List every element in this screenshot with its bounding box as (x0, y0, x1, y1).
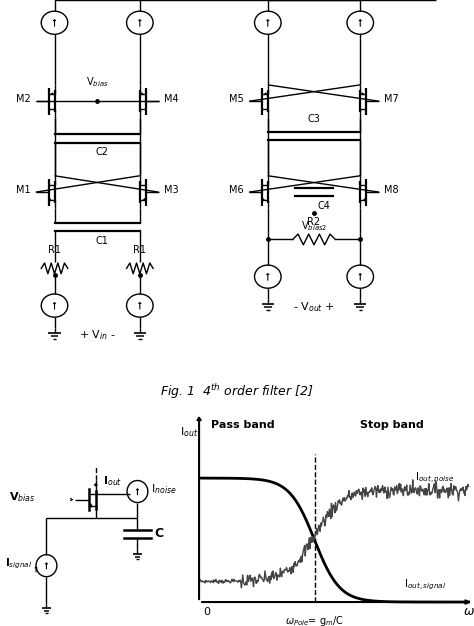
Text: V$_{bias}$: V$_{bias}$ (86, 76, 109, 90)
Text: $\omega$: $\omega$ (463, 605, 474, 618)
Text: R1: R1 (48, 245, 61, 255)
Text: 0: 0 (203, 607, 210, 617)
Text: $\omega_{Pole}$= g$_m$/C: $\omega_{Pole}$= g$_m$/C (285, 615, 344, 626)
Text: Fig. 1  4$^{th}$ order filter [2]: Fig. 1 4$^{th}$ order filter [2] (160, 382, 314, 401)
Text: R2: R2 (308, 217, 320, 227)
Text: C1: C1 (95, 235, 109, 245)
Text: C: C (155, 527, 164, 540)
Text: Pass band: Pass band (211, 420, 275, 430)
Text: - V$_{out}$ +: - V$_{out}$ + (293, 300, 335, 314)
Text: M8: M8 (384, 185, 399, 195)
Text: M7: M7 (384, 94, 399, 104)
Text: M5: M5 (229, 94, 244, 104)
Text: I$_{noise}$: I$_{noise}$ (151, 483, 176, 496)
Text: R1: R1 (133, 245, 146, 255)
Text: V$_{bias}$: V$_{bias}$ (9, 491, 35, 505)
Text: + V$_{in}$ -: + V$_{in}$ - (79, 329, 116, 342)
Text: C3: C3 (308, 114, 320, 124)
Text: C2: C2 (95, 147, 109, 157)
Text: I$_{signal}$: I$_{signal}$ (5, 557, 32, 571)
Text: M4: M4 (164, 94, 178, 104)
Text: I$_{out,signal}$: I$_{out,signal}$ (404, 578, 447, 592)
Text: I$_{out}$: I$_{out}$ (103, 475, 123, 488)
Text: I$_{out}$: I$_{out}$ (180, 425, 199, 439)
Text: M3: M3 (164, 185, 178, 195)
Text: V$_{bias2}$: V$_{bias2}$ (301, 219, 327, 233)
Text: I$_{out,noise}$: I$_{out,noise}$ (415, 471, 455, 486)
Text: M2: M2 (16, 94, 31, 104)
Text: M6: M6 (229, 185, 244, 195)
Text: M1: M1 (16, 185, 31, 195)
Text: C4: C4 (317, 201, 330, 210)
Text: Stop band: Stop band (360, 420, 423, 430)
